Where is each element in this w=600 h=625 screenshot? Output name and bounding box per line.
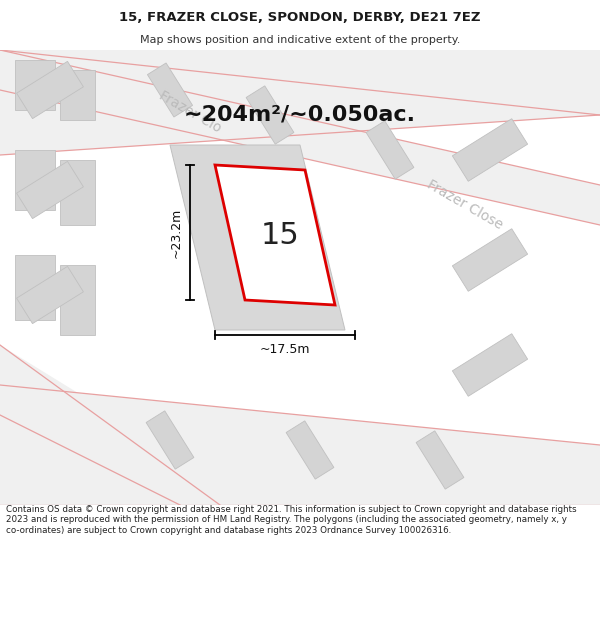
Text: ~204m²/~0.050ac.: ~204m²/~0.050ac. [184,105,416,125]
Polygon shape [286,421,334,479]
Polygon shape [60,265,95,335]
Text: Frazer Clo: Frazer Clo [157,89,224,136]
Text: Contains OS data © Crown copyright and database right 2021. This information is : Contains OS data © Crown copyright and d… [6,505,577,535]
Polygon shape [215,165,335,305]
Polygon shape [0,50,600,225]
Polygon shape [366,121,414,179]
Text: 15: 15 [260,221,299,249]
Polygon shape [0,50,600,505]
Polygon shape [452,229,527,291]
Text: ~17.5m: ~17.5m [260,343,310,356]
Polygon shape [15,60,55,110]
Text: Map shows position and indicative extent of the property.: Map shows position and indicative extent… [140,35,460,45]
Text: Frazer Close: Frazer Close [425,177,505,232]
Polygon shape [17,266,83,324]
Polygon shape [17,161,83,219]
Polygon shape [170,145,345,330]
Polygon shape [0,345,260,505]
Polygon shape [146,411,194,469]
Polygon shape [15,255,55,320]
Polygon shape [416,431,464,489]
Polygon shape [17,61,83,119]
Polygon shape [60,160,95,225]
Polygon shape [452,119,527,181]
Text: ~23.2m: ~23.2m [170,208,183,258]
Polygon shape [60,70,95,120]
Text: 15, FRAZER CLOSE, SPONDON, DERBY, DE21 7EZ: 15, FRAZER CLOSE, SPONDON, DERBY, DE21 7… [119,11,481,24]
Polygon shape [452,334,527,396]
Polygon shape [0,385,600,505]
Polygon shape [15,150,55,210]
Polygon shape [148,63,193,117]
Polygon shape [246,86,294,144]
Polygon shape [0,50,600,155]
